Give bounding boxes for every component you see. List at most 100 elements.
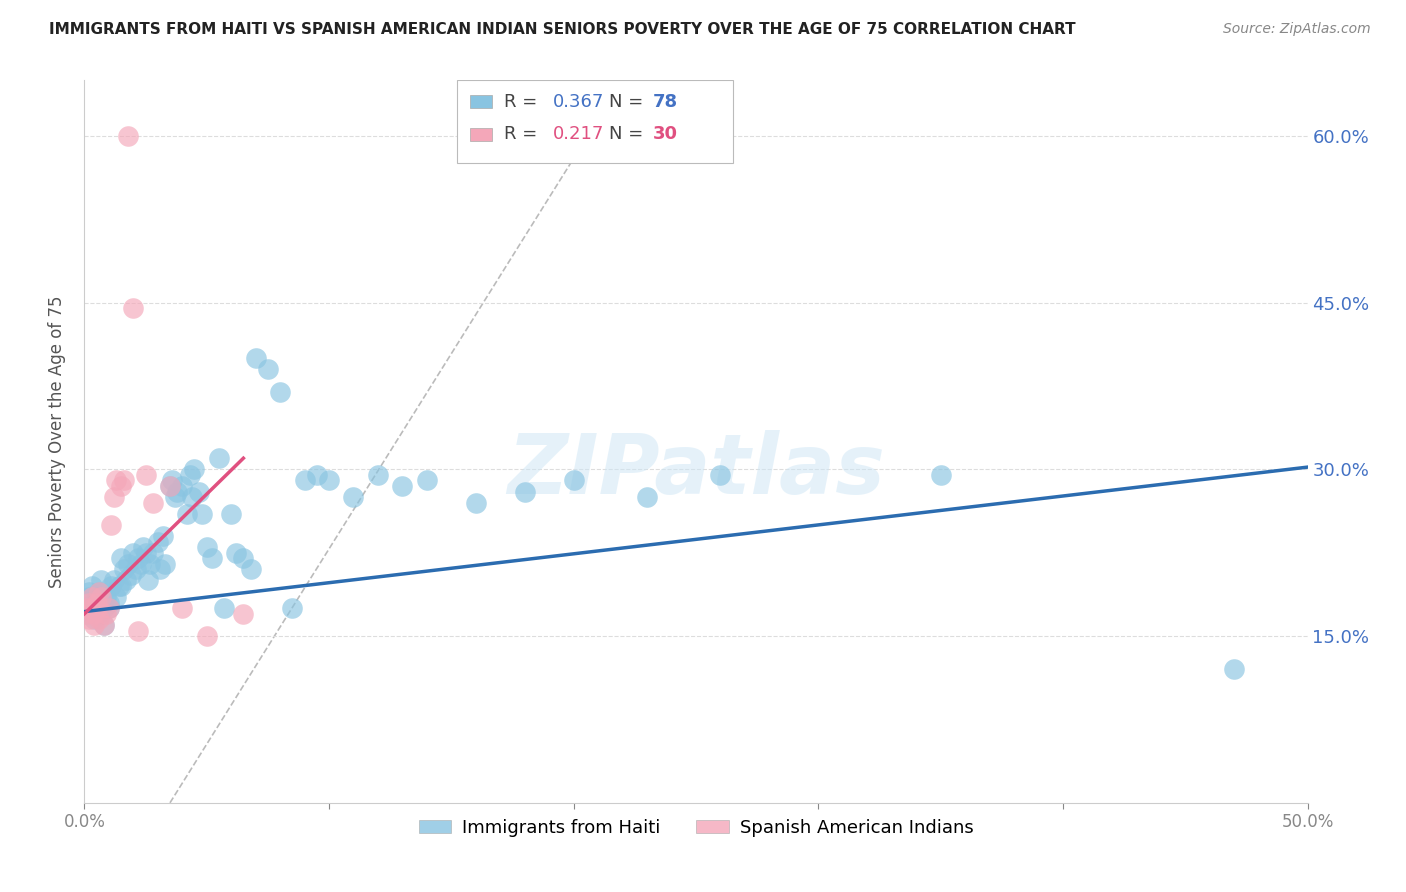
Point: [142, 496, 165, 510]
Text: 0.217: 0.217: [553, 126, 605, 144]
Point: [127, 624, 149, 638]
Point: [100, 579, 122, 593]
Point: [86, 596, 108, 610]
Point: [212, 601, 235, 615]
Point: [80, 601, 103, 615]
Point: [117, 557, 139, 571]
Point: [83, 612, 105, 626]
Point: [191, 507, 214, 521]
Point: [232, 551, 254, 566]
Legend: Immigrants from Haiti, Spanish American Indians: Immigrants from Haiti, Spanish American …: [412, 812, 980, 845]
Point: [179, 467, 201, 482]
Text: R =: R =: [503, 126, 543, 144]
Point: [142, 546, 165, 560]
Point: [76, 607, 98, 621]
Point: [86, 601, 108, 615]
Point: [163, 490, 186, 504]
Point: [120, 568, 142, 582]
Point: [107, 579, 129, 593]
Point: [200, 551, 222, 566]
Text: 78: 78: [654, 93, 678, 111]
Point: [166, 484, 188, 499]
Point: [83, 607, 105, 621]
Point: [93, 601, 115, 615]
Point: [122, 546, 145, 560]
Point: [195, 540, 218, 554]
Point: [80, 601, 103, 615]
Point: [257, 362, 280, 376]
Point: [87, 607, 110, 621]
Point: [172, 601, 194, 615]
Point: [96, 607, 118, 621]
Text: R =: R =: [503, 93, 543, 111]
Point: [80, 579, 103, 593]
Point: [188, 484, 211, 499]
Point: [139, 557, 162, 571]
Point: [76, 607, 98, 621]
Text: 30: 30: [654, 126, 678, 144]
Point: [87, 612, 110, 626]
Point: [159, 479, 181, 493]
Point: [115, 574, 138, 588]
Point: [97, 601, 120, 615]
Point: [367, 467, 389, 482]
Point: [83, 618, 105, 632]
Point: [709, 467, 731, 482]
Point: [245, 351, 267, 366]
Point: [176, 507, 198, 521]
Point: [1223, 662, 1246, 676]
Text: Source: ZipAtlas.com: Source: ZipAtlas.com: [1223, 22, 1371, 37]
Point: [90, 590, 112, 604]
Point: [135, 546, 157, 560]
Point: [159, 479, 181, 493]
Text: N =: N =: [609, 93, 650, 111]
Point: [112, 474, 135, 488]
Point: [93, 618, 115, 632]
Point: [294, 474, 316, 488]
Point: [232, 607, 254, 621]
Point: [136, 574, 159, 588]
Point: [97, 596, 120, 610]
Point: [103, 574, 125, 588]
Point: [90, 590, 112, 604]
Point: [112, 562, 135, 576]
Point: [225, 546, 247, 560]
Point: [391, 479, 413, 493]
Point: [86, 601, 108, 615]
Point: [269, 384, 291, 399]
Point: [208, 451, 231, 466]
Point: [152, 529, 174, 543]
Point: [181, 490, 204, 504]
Point: [122, 301, 145, 315]
Point: [149, 562, 172, 576]
Point: [416, 474, 439, 488]
Point: [80, 590, 103, 604]
Point: [305, 467, 328, 482]
Point: [219, 507, 242, 521]
Text: 0.367: 0.367: [553, 93, 605, 111]
Point: [93, 618, 115, 632]
Point: [96, 590, 118, 604]
Text: N =: N =: [609, 126, 650, 144]
Point: [129, 557, 152, 571]
Point: [636, 490, 658, 504]
Point: [183, 462, 205, 476]
Point: [172, 479, 194, 493]
Point: [162, 474, 184, 488]
Point: [281, 601, 304, 615]
Point: [76, 601, 98, 615]
Point: [110, 479, 132, 493]
Point: [87, 584, 110, 599]
Point: [342, 490, 364, 504]
Point: [110, 579, 132, 593]
Point: [929, 467, 952, 482]
Point: [464, 496, 486, 510]
Point: [105, 474, 128, 488]
Text: IMMIGRANTS FROM HAITI VS SPANISH AMERICAN INDIAN SENIORS POVERTY OVER THE AGE OF: IMMIGRANTS FROM HAITI VS SPANISH AMERICA…: [49, 22, 1076, 37]
Point: [125, 562, 148, 576]
Y-axis label: Seniors Poverty Over the Age of 75: Seniors Poverty Over the Age of 75: [48, 295, 66, 588]
Point: [513, 484, 536, 499]
Point: [77, 612, 100, 626]
Point: [318, 474, 340, 488]
Point: [86, 590, 108, 604]
